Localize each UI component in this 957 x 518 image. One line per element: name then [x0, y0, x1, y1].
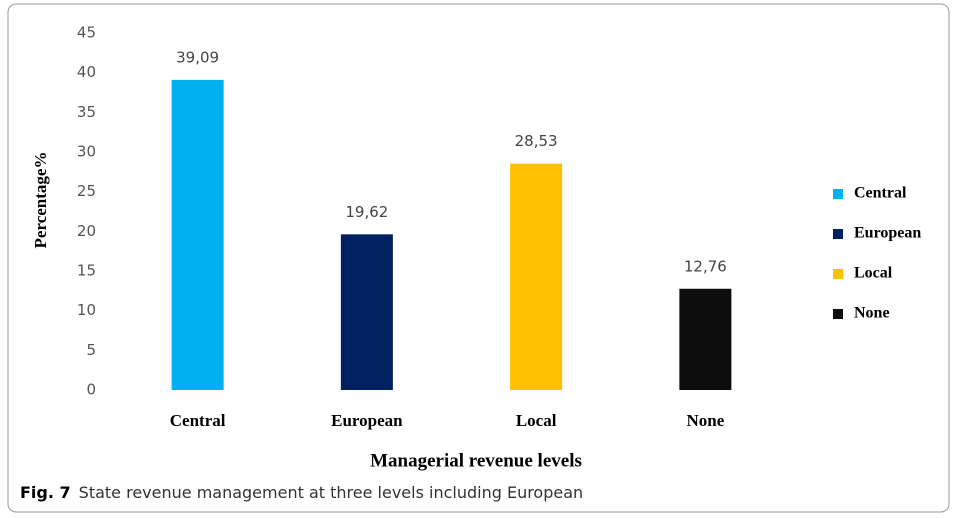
x-tick-label: European: [331, 411, 403, 430]
legend-label: Local: [854, 265, 893, 282]
legend-label: European: [854, 225, 921, 242]
caption-text: State revenue management at three levels…: [79, 483, 584, 502]
x-tick-label: Central: [170, 411, 226, 430]
value-label: 39,09: [176, 48, 219, 66]
y-tick-label: 5: [86, 341, 96, 359]
y-tick-label: 25: [77, 182, 96, 200]
legend-swatch: [833, 269, 843, 279]
y-tick-label: 35: [77, 103, 96, 121]
y-tick-label: 40: [77, 63, 96, 81]
frame: [7, 3, 950, 513]
legend-label: None: [854, 305, 890, 322]
y-axis-label: Percentage%: [31, 152, 50, 249]
legend-swatch: [833, 189, 843, 199]
bar: [171, 79, 224, 391]
bar: [679, 288, 732, 390]
y-tick-label: 0: [86, 381, 96, 399]
y-tick-label: 30: [77, 143, 96, 161]
legend-label: Central: [854, 185, 907, 202]
x-tick-label: Local: [516, 411, 557, 430]
y-tick-label: 10: [77, 301, 96, 319]
legend-swatch: [833, 229, 843, 239]
y-tick-label: 45: [77, 24, 96, 42]
value-label: 19,62: [345, 203, 388, 221]
value-label: 28,53: [515, 132, 558, 150]
caption: Fig. 7 State revenue management at three …: [20, 483, 583, 502]
caption-label: Fig. 7: [20, 483, 71, 502]
x-tick-label: None: [686, 411, 724, 430]
bar: [340, 234, 393, 390]
bar: [510, 163, 563, 390]
legend-swatch: [833, 309, 843, 319]
value-label: 12,76: [684, 257, 727, 275]
y-tick-label: 15: [77, 262, 96, 280]
x-axis-label: Managerial revenue levels: [370, 450, 582, 471]
y-tick-label: 20: [77, 222, 96, 240]
